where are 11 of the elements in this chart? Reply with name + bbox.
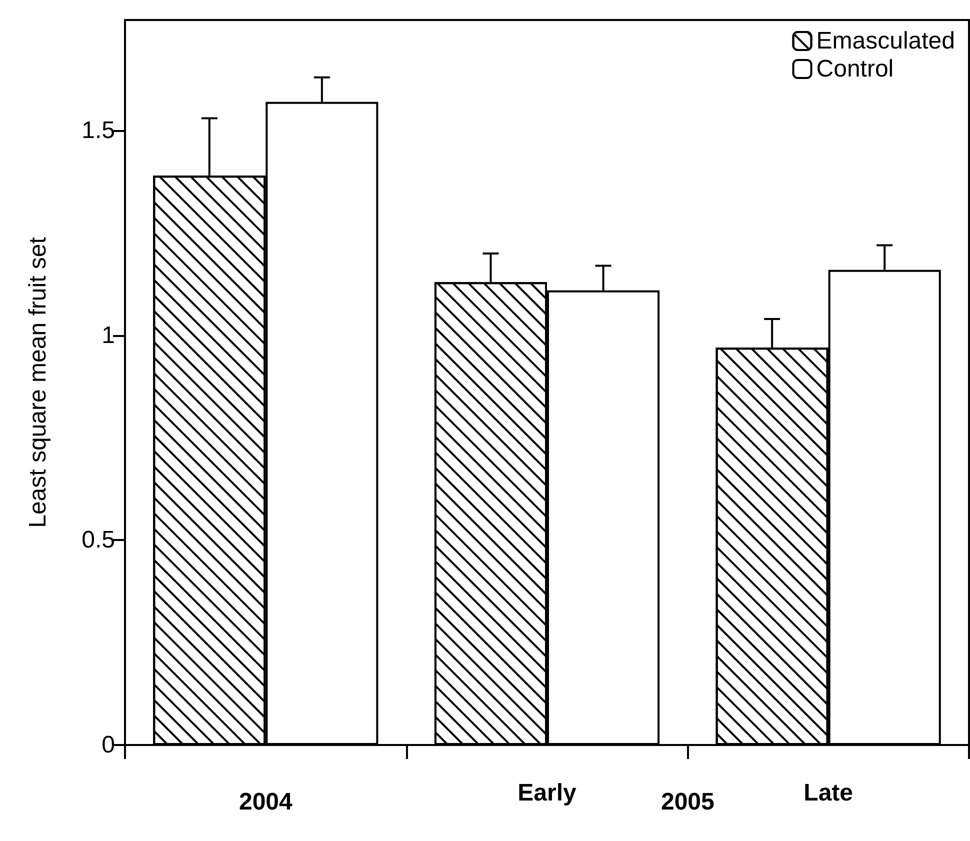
x-tick-label: Late	[804, 780, 854, 806]
legend-label: Control	[816, 56, 894, 82]
text: 2004	[238, 788, 294, 816]
y-axis-title: Least square mean fruit set	[24, 236, 52, 528]
x-tick-label: Early	[518, 780, 578, 806]
text: 2005	[660, 788, 714, 816]
y-tick-label: 0.5	[82, 526, 115, 554]
legend-label: Emasculated	[816, 28, 956, 54]
y-tick-label: 1	[102, 322, 115, 349]
y-tick-label: 1.5	[82, 117, 115, 144]
y-tick-label: 0	[102, 732, 115, 758]
